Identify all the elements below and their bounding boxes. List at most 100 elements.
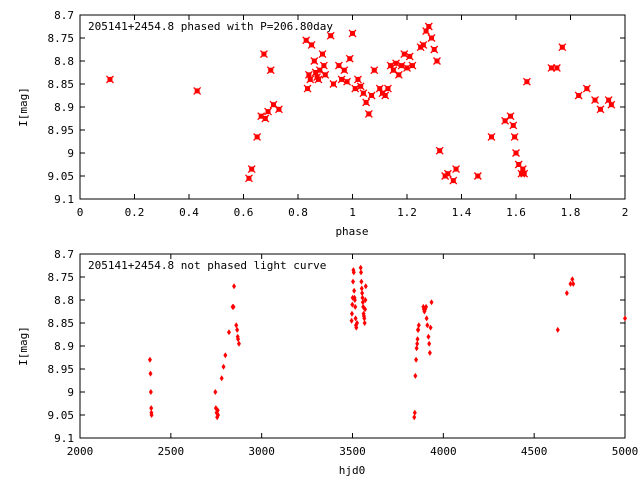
data-point — [340, 66, 349, 75]
phased-y-tick-label: 8.85 — [48, 78, 75, 91]
data-point — [424, 303, 429, 310]
data-point — [435, 146, 444, 155]
data-point — [412, 409, 417, 416]
data-point — [487, 132, 496, 141]
data-point — [555, 326, 560, 333]
data-point — [392, 59, 401, 68]
raw-x-tick-label: 3500 — [339, 445, 366, 458]
data-point — [427, 340, 432, 347]
data-point — [231, 303, 236, 310]
data-point — [425, 322, 430, 329]
data-point — [264, 107, 272, 116]
data-point — [244, 174, 253, 183]
raw-plot-xlabel: hjd0 — [339, 464, 366, 477]
raw-y-tick-label: 8.7 — [54, 248, 74, 261]
phased-y-tick-label: 9.05 — [48, 170, 75, 183]
raw-y-tick-label: 9.05 — [48, 409, 75, 422]
data-point — [253, 132, 262, 141]
phased-x-tick-label: 0.6 — [234, 206, 254, 219]
data-point — [574, 91, 583, 100]
data-point — [306, 75, 315, 84]
raw-y-tick-label: 8.8 — [54, 294, 74, 307]
data-point — [149, 412, 154, 418]
data-point — [570, 276, 575, 283]
data-point — [326, 31, 335, 40]
data-point — [510, 132, 519, 141]
data-point — [362, 320, 367, 326]
data-point — [449, 176, 458, 185]
data-point — [359, 269, 364, 276]
phased-y-tick-label: 9.1 — [54, 193, 74, 206]
data-point — [351, 84, 360, 93]
phased-plot-ylabel: I[mag] — [17, 87, 30, 127]
data-point — [232, 283, 237, 290]
data-point — [223, 352, 228, 359]
data-point — [359, 278, 364, 285]
data-point — [213, 389, 218, 395]
raw-y-tick-label: 8.95 — [48, 363, 75, 376]
data-point — [354, 324, 359, 331]
phased-plot-frame — [79, 14, 626, 200]
phased-x-tick-label: 1.4 — [452, 206, 472, 219]
data-point — [193, 86, 202, 95]
data-point — [351, 278, 356, 285]
data-point — [394, 70, 403, 79]
data-point — [427, 34, 436, 42]
data-point — [259, 50, 268, 59]
data-point — [568, 280, 573, 287]
data-point — [416, 326, 421, 333]
data-point — [426, 333, 431, 340]
data-point — [349, 317, 354, 324]
data-point — [591, 96, 599, 105]
phased-x-tick-label: 0.4 — [179, 206, 199, 219]
data-point — [473, 172, 482, 180]
data-point — [403, 63, 411, 72]
data-point — [236, 336, 241, 343]
data-point — [582, 84, 591, 93]
data-point — [415, 336, 420, 343]
data-point — [364, 109, 373, 118]
data-point — [235, 326, 240, 333]
raw-plot-ticks: 2000 2500 3000 3500 4000 4500 5000 8.7 8.75 8.8 8.… — [48, 248, 639, 458]
data-point — [381, 91, 390, 100]
data-point — [356, 82, 365, 91]
data-point — [307, 40, 316, 49]
data-point — [452, 165, 461, 174]
phased-plot-points — [106, 22, 616, 185]
data-point — [350, 301, 355, 308]
data-point — [215, 407, 220, 414]
data-point — [520, 169, 529, 178]
data-point — [148, 370, 153, 377]
phased-plot-ticks: 0 0.2 0.4 0.6 0.8 1 1.2 1.4 1.6 1.8 2 8.7 8.75 8.8 8.8… — [48, 9, 629, 219]
data-point — [412, 414, 417, 421]
data-point — [106, 75, 114, 84]
data-point — [367, 91, 376, 100]
data-point — [348, 29, 357, 38]
data-point — [345, 54, 354, 63]
data-point — [416, 322, 421, 329]
data-point — [363, 306, 368, 313]
data-point — [383, 84, 392, 93]
data-point — [355, 320, 360, 326]
data-point — [558, 43, 567, 52]
phased-y-tick-label: 8.75 — [48, 32, 75, 45]
phased-plot-title: 205141+2454.8 phased with P=206.80day — [88, 20, 333, 33]
data-point — [363, 283, 368, 290]
data-point — [147, 356, 152, 363]
data-point — [349, 310, 354, 317]
data-point — [221, 363, 226, 370]
data-point — [337, 75, 346, 84]
data-point — [433, 57, 441, 65]
data-point — [234, 322, 239, 329]
data-point — [353, 75, 362, 84]
data-point — [429, 299, 434, 306]
data-point — [314, 75, 323, 84]
phased-y-tick-label: 8.95 — [48, 124, 75, 137]
data-point — [360, 290, 365, 297]
data-point — [351, 269, 356, 276]
data-point — [363, 297, 368, 303]
data-point — [321, 70, 330, 79]
data-point — [509, 121, 518, 130]
data-point — [596, 105, 605, 114]
raw-plot-title: 205141+2454.8 not phased light curve — [88, 259, 326, 272]
